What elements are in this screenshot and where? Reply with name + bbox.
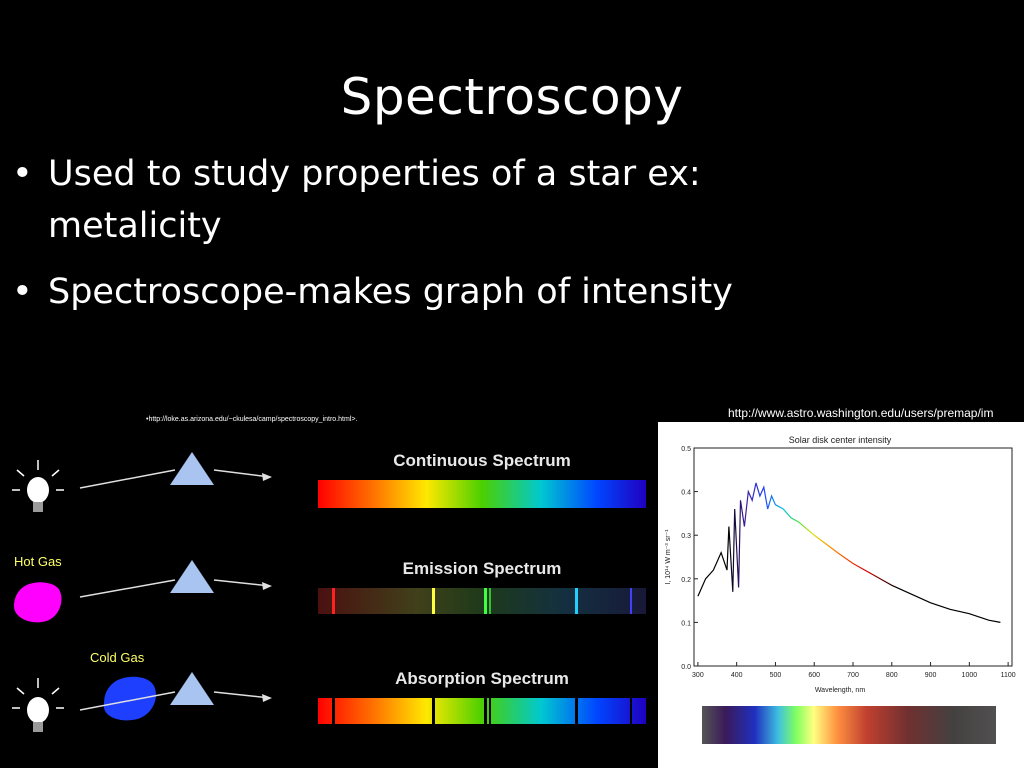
slide-title: Spectroscopy [340,68,684,126]
arrowhead-icon [262,473,272,481]
continuous-spectrum-label: Continuous Spectrum [393,451,571,470]
incoming-ray [79,579,176,598]
light-bulb-icon [12,678,64,732]
solar-spectrum-strip [702,706,996,744]
x-axis-label: Wavelength, nm [815,687,865,694]
left-figure-source: •http://loke.as.arizona.edu/~ckulesa/cam… [146,416,358,423]
x-axis: 300 400 500 600 700 800 900 1000 1100 [692,662,1016,679]
bullet-item: • Used to study properties of a star ex:… [12,148,812,252]
hot-gas-label: Hot Gas [14,554,62,569]
intensity-series-line [697,482,1001,623]
y-tick-label: 0.0 [681,664,691,671]
y-tick-label: 0.4 [681,490,691,497]
x-tick-label: 500 [770,672,782,679]
solar-intensity-chart: Solar disk center intensity 0.0 0.1 0.2 0.3… [658,422,1024,768]
y-axis: 0.0 0.1 0.2 0.3 0.4 0.5 [681,446,698,671]
cold-gas-label: Cold Gas [90,650,145,665]
arrowhead-icon [262,582,272,590]
y-tick-label: 0.1 [681,620,691,627]
bullet-item: • Spectroscope-makes graph of intensity [12,266,812,318]
spectrum-diagram: Continuous Spectrum Hot Gas Emission Spe… [12,451,646,732]
x-tick-label: 1100 [1001,672,1016,679]
outgoing-ray [213,579,271,587]
x-tick-label: 400 [731,672,743,679]
absorption-spectrum-label: Absorption Spectrum [395,669,569,688]
light-bulb-icon [12,460,64,512]
arrowhead-icon [262,694,272,702]
bullet-text: Used to study properties of a star ex: m… [48,154,701,246]
right-figure-source: http://www.astro.washington.edu/users/pr… [728,406,994,420]
continuous-spectrum-bar [318,480,646,508]
cold-gas-cloud-icon [103,676,156,721]
y-tick-label: 0.3 [681,533,691,540]
y-tick-label: 0.2 [681,577,691,584]
bullet-text: Spectroscope-makes graph of intensity [48,272,733,312]
bullet-dot: • [12,272,33,312]
emission-spectrum-bar [318,588,646,614]
hot-gas-cloud-icon [14,582,62,623]
y-tick-label: 0.5 [681,446,691,453]
x-tick-label: 300 [692,672,704,679]
x-tick-label: 1000 [962,672,978,679]
x-tick-label: 600 [808,672,820,679]
absorption-lines [332,698,632,724]
prism-icon [170,672,214,705]
prism-icon [170,560,214,593]
outgoing-ray [213,691,271,699]
chart-title: Solar disk center intensity [789,435,892,445]
y-axis-label: I, 10¹⁴ W m⁻³ sr⁻¹ [665,529,672,585]
x-tick-label: 800 [886,672,898,679]
outgoing-ray [213,469,271,478]
absorption-spectrum-bar [318,698,646,724]
bullet-list: • Used to study properties of a star ex:… [12,148,812,332]
prism-icon [170,452,214,485]
incoming-ray [79,469,176,489]
emission-lines [332,588,632,614]
x-tick-label: 700 [847,672,859,679]
bullet-dot: • [12,154,33,194]
emission-spectrum-label: Emission Spectrum [403,559,562,578]
incoming-ray [79,691,176,711]
x-tick-label: 900 [925,672,937,679]
